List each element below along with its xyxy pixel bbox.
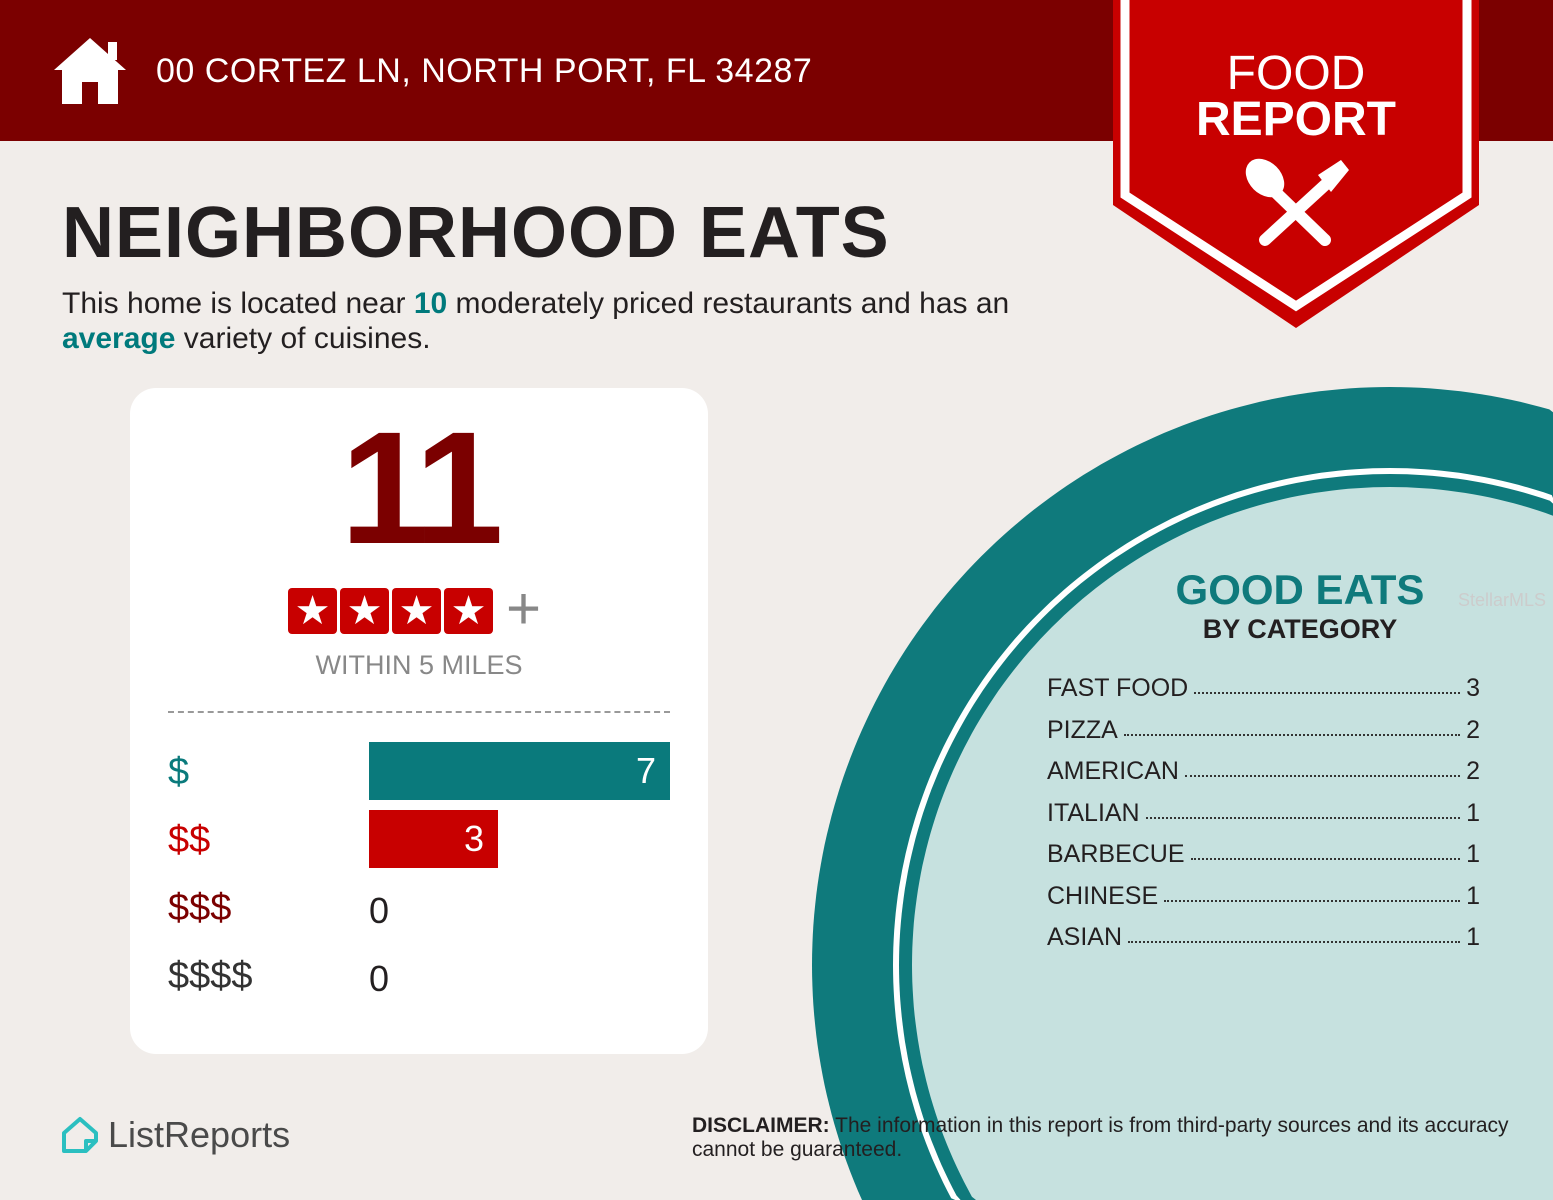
price-count: 0 — [369, 890, 390, 931]
category-item: PIZZA 2 — [1047, 716, 1480, 745]
star-icon: ★ — [444, 588, 493, 634]
home-icon — [54, 38, 126, 104]
leader-dots — [1128, 941, 1461, 943]
leader-dots — [1145, 816, 1461, 819]
category-name: FAST FOOD — [1047, 674, 1189, 702]
category-name: PIZZA — [1047, 715, 1118, 744]
leader-dots — [1123, 733, 1461, 736]
category-count: 1 — [1466, 840, 1480, 868]
price-label: $$$$ — [168, 955, 253, 997]
category-count: 3 — [1466, 674, 1480, 702]
watermark: StellarMLS — [1458, 590, 1547, 610]
category-count: 1 — [1466, 881, 1480, 910]
price-bar: 3 — [369, 810, 498, 868]
category-name: ITALIAN — [1047, 798, 1140, 827]
leader-dots — [1194, 692, 1461, 694]
star-rating: ★ ★ ★ ★ — [288, 588, 493, 634]
badge-report: REPORT — [1195, 93, 1396, 146]
price-count: 0 — [369, 958, 390, 999]
price-row: $$ 3 — [168, 810, 670, 868]
price-row: $$$ 0 — [168, 878, 670, 936]
leader-dots — [1190, 858, 1461, 860]
badge-food: FOOD — [1226, 47, 1366, 100]
price-row: $$$$ 0 — [168, 946, 670, 1004]
divider — [168, 711, 670, 713]
restaurant-total: 11 — [340, 398, 503, 577]
category-item: AMERICAN 2 — [1047, 757, 1480, 786]
category-item: FAST FOOD 3 — [1047, 674, 1480, 703]
category-name: BARBECUE — [1047, 840, 1185, 868]
leader-dots — [1184, 775, 1461, 777]
category-count: 1 — [1466, 923, 1480, 951]
category-name: ASIAN — [1047, 923, 1123, 951]
category-item: CHINESE 1 — [1047, 882, 1480, 911]
categories-title: GOOD EATS — [1175, 566, 1425, 613]
price-label: $ — [168, 751, 190, 793]
star-icon: ★ — [340, 588, 389, 634]
category-item: ASIAN 1 — [1047, 923, 1480, 952]
listreports-logo: ListReports — [60, 1114, 290, 1156]
categories-subtitle: BY CATEGORY — [1202, 614, 1398, 644]
spoon-fork-icon — [1245, 158, 1349, 246]
category-count: 2 — [1466, 757, 1480, 785]
food-report-badge — [1113, 0, 1479, 328]
listreports-logo-icon — [62, 1117, 98, 1153]
disclaimer: DISCLAIMER: The information in this repo… — [692, 1114, 1509, 1161]
price-label: $$$ — [168, 887, 232, 929]
price-bar: 7 — [369, 742, 670, 800]
summary-card: 11 ★ ★ ★ ★ + WITHIN 5 MILES $7 $$ 3 $$$ 0 $$$… — [130, 388, 708, 1054]
category-item: BARBECUE 1 — [1047, 840, 1480, 869]
description: This home is located near 10 moderately … — [62, 287, 1010, 355]
circle-fill — [912, 487, 1553, 1200]
star-icon: ★ — [392, 588, 441, 634]
category-name: AMERICAN — [1047, 757, 1179, 785]
leader-dots — [1164, 899, 1461, 902]
star-icon: ★ — [288, 588, 337, 634]
category-name: CHINESE — [1047, 881, 1159, 910]
price-row: $7 — [168, 742, 670, 800]
rating-plus: + — [506, 575, 542, 642]
category-count: 1 — [1466, 798, 1480, 827]
property-address: 00 CORTEZ LN, NORTH PORT, FL 34287 — [156, 52, 813, 90]
category-count: 2 — [1466, 715, 1480, 744]
price-label: $$ — [168, 819, 211, 861]
page-title: NEIGHBORHOOD EATS — [62, 193, 890, 273]
category-item: ITALIAN 1 — [1047, 799, 1480, 828]
within-label: WITHIN 5 MILES — [315, 650, 523, 680]
